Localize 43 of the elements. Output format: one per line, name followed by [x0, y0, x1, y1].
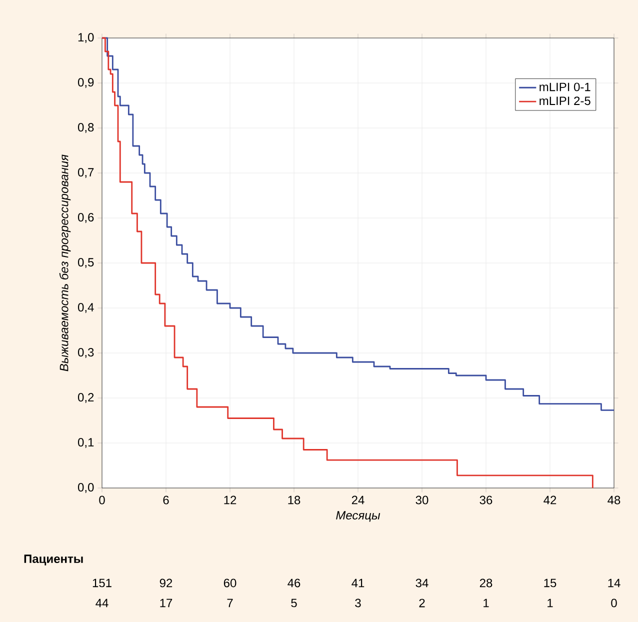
x-tick-label: 24: [352, 496, 364, 504]
text: 3: [355, 598, 361, 608]
x-tick-label: 6: [163, 496, 169, 504]
y-tick-label: 0,5: [78, 258, 94, 268]
y-tick-label: 0,2: [78, 393, 94, 403]
text: 92: [160, 578, 172, 588]
x-tick-label: 36: [480, 496, 492, 504]
text: 151: [92, 578, 112, 588]
y-tick-label: 0,6: [78, 213, 94, 223]
text: 1: [484, 598, 489, 608]
text: 15: [544, 578, 556, 588]
text: 28: [480, 578, 492, 588]
text: 34: [416, 578, 428, 588]
text: 0: [611, 598, 617, 608]
y-tick-label: 1,0: [78, 33, 94, 43]
x-axis-title: Месяцы: [336, 511, 380, 522]
text: Пациенты: [24, 554, 83, 566]
y-tick-label: 0,3: [78, 348, 94, 358]
text: 46: [288, 578, 300, 588]
text: 41: [352, 578, 364, 588]
y-tick-label: 0,9: [78, 78, 94, 88]
y-tick-label: 0,8: [78, 123, 94, 133]
x-tick-label: 42: [544, 496, 556, 504]
x-tick-label: 30: [416, 496, 428, 504]
y-tick-label: 0,7: [78, 168, 94, 178]
x-tick-label: 12: [224, 496, 236, 504]
x-tick-label: 0: [99, 496, 105, 504]
text: 2: [419, 598, 425, 608]
text: 7: [227, 598, 233, 608]
text: 44: [96, 598, 108, 608]
y-axis-title: Выживаемость без прогрессирования: [59, 154, 71, 372]
text: 60: [224, 578, 236, 588]
x-tick-label: 48: [608, 496, 620, 504]
x-tick-label: 18: [288, 496, 300, 504]
text: 1: [548, 598, 553, 608]
legend-label: mLIPI 2-5: [540, 96, 590, 106]
y-tick-label: 0,1: [78, 438, 94, 448]
y-tick-label: 0,0: [78, 483, 94, 493]
text: 5: [291, 598, 297, 608]
text: 14: [608, 578, 620, 588]
legend-label: mLIPI 0-1: [540, 82, 590, 92]
text: 17: [160, 598, 172, 608]
y-tick-label: 0,4: [78, 303, 94, 313]
